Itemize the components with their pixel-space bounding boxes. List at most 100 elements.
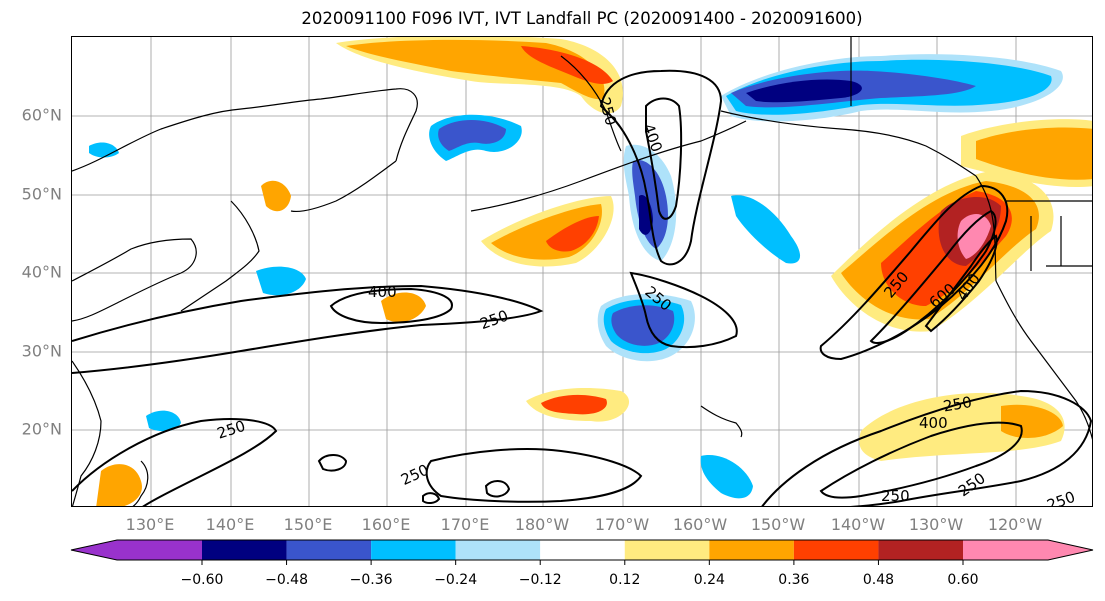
colorbar-tick-label: −0.60	[180, 572, 224, 588]
ivt-contour-loop-2	[484, 480, 511, 498]
colorbar-tick-label: −0.36	[349, 572, 393, 588]
ivt-contour-subtropical-inner	[329, 287, 453, 325]
gridlines	[72, 37, 1092, 506]
positive-region-south-east-core	[1001, 404, 1063, 438]
colorbar-tick-label: 0.60	[947, 572, 979, 588]
colorbar-ticks	[201, 560, 964, 565]
ivt-contour-loop-1	[317, 454, 348, 472]
lat-label: 40°N	[21, 262, 62, 282]
ivt-contour-ar-outer	[819, 184, 1009, 361]
colorbar-tick-label: −0.24	[434, 572, 478, 588]
positive-region-yellowsea	[261, 180, 291, 212]
ivt-contour-subtropical-band	[72, 284, 544, 374]
colorbar-segment	[71, 540, 202, 560]
positive-region-gulf-pink	[957, 214, 991, 259]
lon-label: 160°W	[672, 515, 728, 534]
positive-region-northeast-core	[976, 127, 1092, 180]
contour-label: 250	[942, 393, 973, 416]
colorbar-segment	[455, 540, 541, 560]
ivt-contours	[72, 69, 1092, 506]
colorbar-tick-label: −0.48	[265, 572, 308, 588]
coast-philippines	[132, 460, 149, 506]
coast-japan	[180, 200, 260, 312]
colorbar-segment	[202, 540, 287, 560]
negative-region-east	[731, 195, 801, 264]
lon-label: 170°W	[594, 515, 650, 534]
lon-label: 130°E	[125, 515, 175, 534]
colorbar-segment	[793, 540, 879, 560]
contour-label: 250	[215, 417, 248, 443]
negative-region-south	[146, 410, 181, 432]
negative-region-bering-core	[438, 120, 506, 151]
negative-region-west	[89, 142, 119, 158]
colorbar-tick-label: 0.36	[778, 572, 810, 588]
lon-label: 130°W	[908, 515, 964, 534]
lon-label: 120°W	[987, 515, 1043, 534]
ivt-contour-pacific-south	[425, 448, 643, 503]
colorbar-segment	[371, 540, 456, 560]
contour-label: 250	[955, 469, 989, 500]
ivt-contour-central-south	[629, 271, 738, 349]
negative-region-south-east	[700, 455, 753, 499]
contour-label: 400	[919, 414, 948, 432]
colorbar-segment	[709, 540, 794, 560]
lat-label: 50°N	[21, 184, 62, 204]
ivt-contour-south-band	[72, 418, 278, 506]
lon-label: 160°E	[361, 515, 411, 534]
map-canvas: 250 400 400 250 250 250 250 600 400 250 …	[72, 37, 1092, 507]
positive-region-subtropical-core	[541, 394, 607, 415]
lon-label: 150°E	[283, 515, 333, 534]
ivt-contour-north-central	[599, 69, 723, 266]
colorbar-outline	[70, 539, 1094, 561]
coast-korea-china	[72, 238, 197, 322]
contour-label: 400	[368, 283, 397, 301]
colorbar-segment	[286, 540, 372, 560]
colorbar-tick-label: 0.48	[862, 572, 895, 588]
coast-alaska-south	[720, 110, 977, 177]
negative-region-japan-east	[256, 266, 306, 296]
lat-label: 60°N	[21, 105, 62, 125]
colorbar-segment	[540, 540, 625, 560]
coast-siberia-kamchatka	[72, 88, 418, 172]
contour-label: 250	[478, 306, 511, 333]
contour-label: 250	[881, 487, 910, 505]
negative-region-subtropic-blue	[611, 305, 675, 346]
lon-label: 170°E	[440, 515, 490, 534]
contour-label: 250	[398, 461, 432, 489]
coast-hawaii	[700, 405, 743, 438]
colorbar-tick-label: 0.12	[609, 572, 641, 588]
ivt-contour-southeast-inner	[819, 421, 1023, 499]
ivt-contour-southeast-outer	[761, 389, 1092, 506]
border-states	[1030, 216, 1092, 271]
ivt-contour-loop-3	[422, 492, 441, 505]
map-frame: 250 400 400 250 250 250 250 600 400 250 …	[71, 36, 1093, 507]
coast-aleutians	[470, 120, 747, 212]
positive-region-mid-pacific	[381, 292, 426, 323]
ivt-contour-ar-middle	[869, 209, 997, 344]
positive-region-southwest	[96, 464, 142, 506]
contour-label: 250	[1045, 488, 1078, 507]
colorbar-tick-label: 0.24	[693, 572, 725, 588]
positive-region-alaska-north-max	[521, 46, 613, 84]
colorbar-segment	[624, 540, 710, 560]
coast-china-south	[72, 360, 102, 506]
lat-label: 30°N	[21, 341, 62, 361]
lat-label: 20°N	[21, 419, 62, 439]
lon-label: 140°W	[830, 515, 886, 534]
map-title: 2020091100 F096 IVT, IVT Landfall PC (20…	[301, 9, 863, 28]
lon-label: 140°E	[205, 515, 255, 534]
ivt-contour-ar-inner	[924, 234, 998, 333]
positive-region-west-pacific-max	[546, 216, 599, 252]
lon-label: 150°W	[750, 515, 806, 534]
coast-us-west	[995, 280, 1092, 440]
lon-label: 180°W	[514, 515, 570, 534]
ivt-pc-negative-shading	[89, 54, 1063, 499]
colorbar-segment	[963, 540, 1093, 560]
colorbar-segment	[878, 540, 963, 560]
colorbar-segments	[71, 540, 1093, 560]
colorbar-tick-label: −0.12	[518, 572, 562, 588]
coast-bc	[975, 175, 997, 282]
ivt-contour-north-central-inner	[645, 97, 683, 220]
negative-region-alaska-navy	[746, 79, 862, 103]
coast-sea-of-okhotsk	[290, 160, 397, 213]
